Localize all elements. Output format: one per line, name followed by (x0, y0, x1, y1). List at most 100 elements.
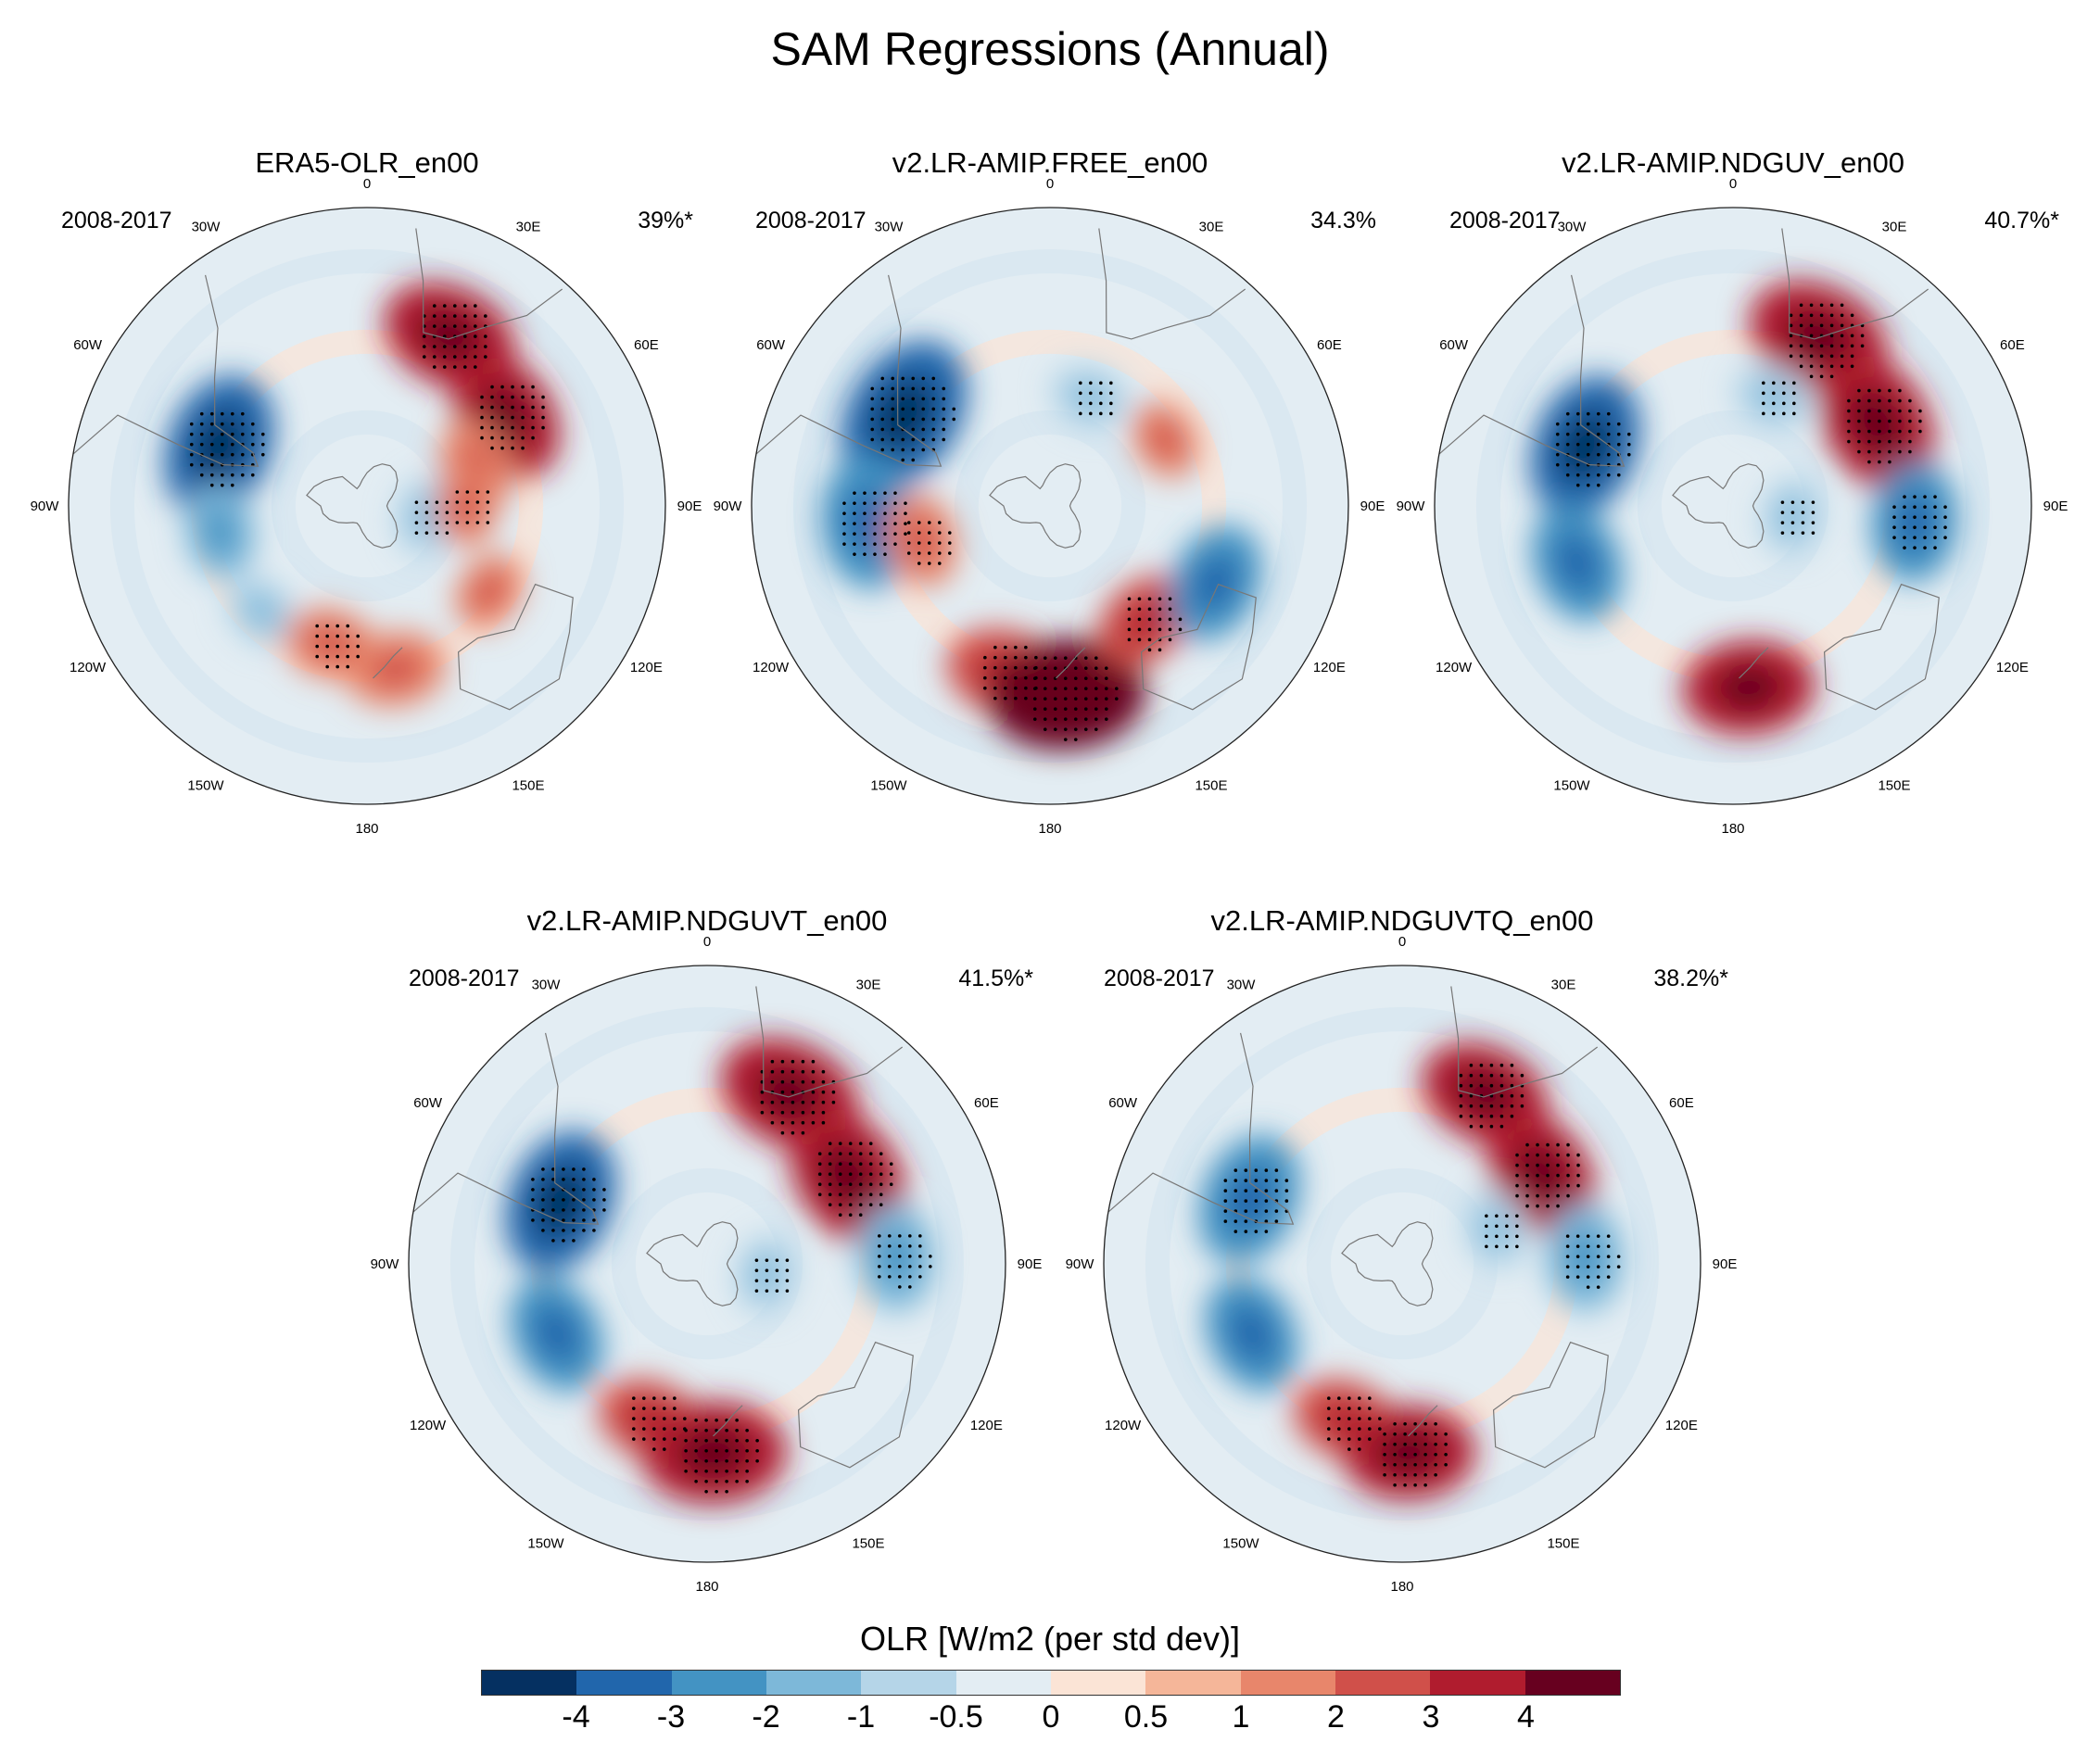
significance-dot (870, 437, 875, 442)
significance-dot (1495, 1224, 1499, 1229)
panel-variance: 38.2%* (1653, 965, 1728, 991)
significance-dot (1233, 1230, 1238, 1233)
longitude-label: 180 (355, 821, 378, 837)
significance-dot (1264, 1168, 1269, 1172)
significance-dot (445, 531, 449, 535)
significance-dot (1083, 717, 1088, 721)
significance-dot (828, 1192, 832, 1197)
significance-dot (652, 1417, 656, 1420)
significance-dot (455, 490, 460, 494)
significance-dot (1840, 364, 1844, 369)
longitude-label: 30E (1551, 978, 1576, 993)
significance-dot (1337, 1396, 1341, 1400)
significance-dot (475, 521, 480, 524)
significance-dot (1888, 460, 1891, 464)
significance-dot (260, 452, 265, 457)
significance-dot (551, 1229, 555, 1232)
significance-dot (1933, 536, 1937, 539)
significance-dot (1923, 525, 1927, 529)
significance-dot (1850, 364, 1854, 369)
significance-dot (853, 501, 856, 505)
map-field (752, 208, 1348, 804)
significance-dot (562, 1218, 565, 1222)
significance-dot (1565, 462, 1570, 467)
panel-title: v2.LR-AMIP.NDGUVTQ_en00 (1210, 904, 1594, 937)
significance-dot (230, 432, 234, 436)
significance-dot (562, 1178, 565, 1181)
significance-dot (927, 541, 931, 545)
significance-dot (1337, 1427, 1341, 1431)
significance-dot (1423, 1473, 1427, 1477)
significance-dot (1104, 697, 1108, 700)
significance-dot (1274, 1219, 1279, 1223)
significance-dot (1892, 525, 1896, 529)
significance-dot (1546, 1142, 1550, 1147)
significance-dot (562, 1239, 565, 1243)
significance-dot (1556, 1193, 1560, 1198)
significance-dot (455, 521, 460, 524)
significance-dot (1918, 429, 1922, 434)
longitude-label: 120E (1313, 660, 1346, 675)
anomaly-core (450, 486, 482, 526)
significance-dot (1860, 334, 1865, 338)
significance-dot (770, 1110, 775, 1115)
significance-dot (1525, 1183, 1529, 1188)
significance-dot (1127, 637, 1132, 642)
significance-dot (325, 654, 329, 659)
significance-dot (1053, 727, 1057, 731)
significance-dot (780, 1130, 785, 1135)
longitude-label: 60E (974, 1095, 999, 1111)
significance-dot (1840, 354, 1844, 359)
significance-dot (1555, 452, 1560, 457)
significance-dot (1903, 495, 1906, 498)
significance-dot (891, 417, 895, 422)
significance-dot (582, 1188, 586, 1192)
significance-dot (1083, 656, 1088, 660)
significance-dot (209, 432, 214, 436)
significance-dot (1043, 727, 1047, 731)
significance-dot (1525, 1204, 1529, 1208)
longitude-label: 150W (527, 1535, 564, 1551)
significance-dot (452, 314, 457, 318)
significance-dot (230, 442, 234, 447)
significance-dot (465, 521, 470, 524)
significance-dot (842, 511, 846, 515)
significance-dot (1073, 697, 1078, 700)
anomaly-core (844, 488, 892, 556)
significance-dot (870, 417, 875, 422)
significance-dot (1014, 655, 1018, 660)
colorbar-swatch (1145, 1671, 1241, 1695)
significance-dot (1575, 473, 1580, 477)
significance-dot (1127, 627, 1132, 632)
significance-dot (1459, 1073, 1463, 1078)
significance-dot (486, 490, 490, 494)
anomaly-core (1715, 663, 1783, 712)
significance-dot (1393, 1443, 1397, 1446)
map-border (68, 207, 666, 805)
significance-dot (848, 1172, 853, 1177)
significance-dot (704, 1449, 708, 1453)
significance-dot (209, 452, 214, 457)
longitude-label: 0 (1398, 934, 1406, 950)
significance-dot (1913, 525, 1917, 529)
significance-dot (220, 473, 224, 477)
significance-dot (199, 473, 204, 477)
significance-dot (1063, 727, 1068, 731)
significance-dot (1264, 1209, 1269, 1213)
significance-dot (848, 1203, 853, 1207)
significance-dot (1819, 374, 1824, 379)
significance-dot (828, 1182, 832, 1187)
significance-dot (1799, 364, 1803, 369)
significance-dot (1089, 391, 1093, 396)
significance-dot (541, 425, 545, 430)
significance-dot (1244, 1219, 1248, 1223)
significance-dot (1913, 495, 1917, 498)
longitude-label: 30W (1558, 220, 1588, 235)
significance-dot (684, 1449, 688, 1453)
significance-dot (1847, 409, 1851, 413)
significance-dot (911, 437, 916, 442)
anomaly-core (410, 496, 442, 537)
significance-dot (704, 1429, 708, 1432)
significance-dot (1790, 500, 1795, 504)
significance-dot (1515, 1244, 1519, 1249)
